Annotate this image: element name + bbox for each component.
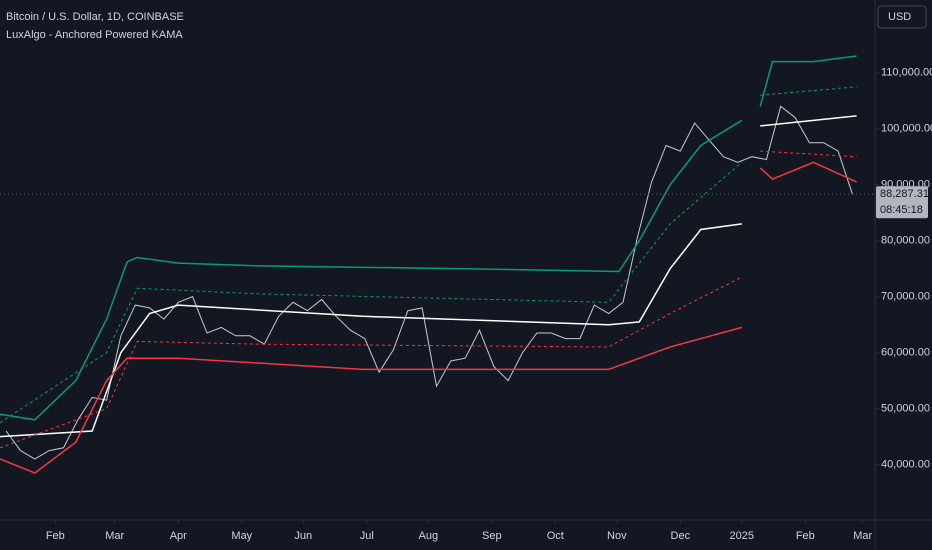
- x-tick-label: Mar: [853, 530, 872, 542]
- chart-title: Bitcoin / U.S. Dollar, 1D, COINBASE: [6, 11, 184, 23]
- y-tick-label: 80,000.00: [881, 235, 930, 247]
- x-tick-label: Apr: [170, 530, 187, 542]
- currency-label: USD: [888, 11, 911, 23]
- x-tick-label: Aug: [418, 530, 438, 542]
- y-tick-label: 70,000.00: [881, 291, 930, 303]
- indicator-line: [0, 161, 857, 474]
- y-tick-label: 40,000.00: [881, 458, 930, 470]
- x-tick-label: Mar: [105, 530, 124, 542]
- x-tick-label: Dec: [671, 530, 691, 542]
- last-price-label: 88,287.31: [880, 188, 929, 200]
- indicator-line: [0, 115, 857, 438]
- x-tick-label: 2025: [730, 530, 754, 542]
- y-tick-label: 100,000.00: [881, 123, 932, 135]
- y-tick-label: 110,000.00: [881, 67, 932, 79]
- currency-button[interactable]: [877, 5, 927, 29]
- countdown-label: 08:45:18: [880, 204, 923, 216]
- x-tick-label: Oct: [547, 530, 564, 542]
- x-tick-label: May: [231, 530, 252, 542]
- x-tick-label: Feb: [46, 530, 65, 542]
- indicator-line: [0, 150, 857, 449]
- y-tick-label: 50,000.00: [881, 403, 930, 415]
- x-tick-label: Feb: [796, 530, 815, 542]
- x-tick-label: Sep: [482, 530, 502, 542]
- last-price-box: [876, 186, 928, 219]
- y-tick-label: 60,000.00: [881, 347, 930, 359]
- indicator-title: LuxAlgo - Anchored Powered KAMA: [6, 29, 183, 41]
- x-tick-label: Jul: [360, 530, 374, 542]
- x-tick-label: Nov: [607, 530, 627, 542]
- x-tick-label: Jun: [294, 530, 312, 542]
- price-line: [5, 105, 853, 460]
- indicator-line: [0, 86, 857, 424]
